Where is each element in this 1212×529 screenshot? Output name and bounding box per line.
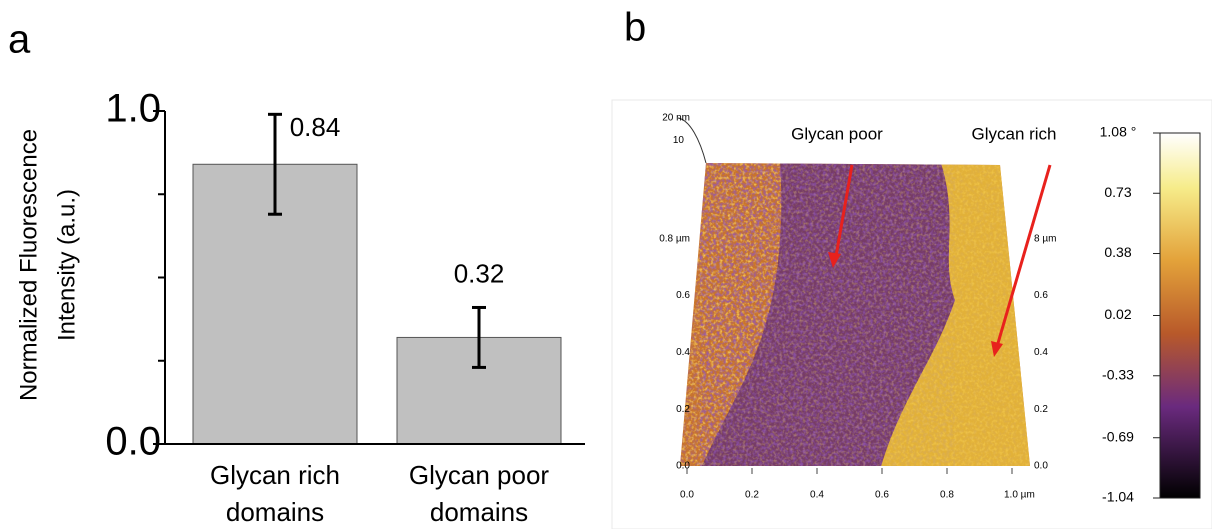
colorbar-tick-label: -1.04 <box>1102 489 1134 505</box>
x-tick-label: 0.8 <box>940 490 954 501</box>
y2-tick-label: 8 µm <box>1034 233 1056 244</box>
arrow-head <box>991 341 1003 357</box>
data-label: 0.32 <box>454 258 505 288</box>
y2-tick-label: 0.4 <box>1034 347 1048 358</box>
y-axis-title: Normalized Fluorescence <box>15 129 42 401</box>
data-label: 0.84 <box>290 112 341 142</box>
x-tick-label: Glycan poor <box>409 460 550 490</box>
x-tick-label: domains <box>226 497 324 527</box>
y-tick-label: 0.6 <box>676 290 690 301</box>
x-tick-label: Glycan rich <box>210 460 340 490</box>
z-tick-label: 10 <box>673 135 685 146</box>
x-tick-label: 0.4 <box>810 490 824 501</box>
panel-label: b <box>624 6 646 50</box>
colorbar-tick-label: 0.02 <box>1104 306 1131 322</box>
x-tick-label: 0.0 <box>680 490 694 501</box>
x-tick-label: 1.0 µm <box>1004 490 1035 501</box>
colorbar-tick-label: 1.08 ° <box>1100 124 1137 140</box>
y-tick-label: 0.8 µm <box>659 233 690 244</box>
colorbar-tick-label: -0.33 <box>1102 366 1134 382</box>
x-tick-label: domains <box>430 497 528 527</box>
y2-tick-label: 0.0 <box>1034 461 1048 472</box>
y-tick-label: 1.0 <box>105 87 161 131</box>
colorbar-tick-label: -0.69 <box>1102 428 1134 444</box>
arrow-head <box>828 252 841 268</box>
arrow <box>833 164 854 263</box>
afm-surface <box>680 163 1030 466</box>
y-tick-label: 0.0 <box>676 461 690 472</box>
colorbar-tick-label: 0.38 <box>1104 244 1131 260</box>
z-axis <box>677 117 707 164</box>
colorbar <box>1159 132 1201 499</box>
colorbar-tick-label: 0.73 <box>1104 184 1131 200</box>
y2-tick-label: 0.6 <box>1034 290 1048 301</box>
annotation: Glycan rich <box>971 124 1056 143</box>
x-tick-label: 0.2 <box>745 490 759 501</box>
arrow <box>994 164 1052 351</box>
annotation: Glycan poor <box>791 124 883 143</box>
panel-label: a <box>8 18 31 62</box>
z-tick-label: 20 nm <box>662 113 690 124</box>
y2-tick-label: 0.2 <box>1034 404 1048 415</box>
x-tick-label: 0.6 <box>875 490 889 501</box>
y-tick-label: 0.2 <box>676 404 690 415</box>
y-axis-title: Intensity (a.u.) <box>53 189 80 341</box>
y-tick-label: 0.4 <box>676 347 690 358</box>
y-tick-label: 0.0 <box>105 420 161 464</box>
